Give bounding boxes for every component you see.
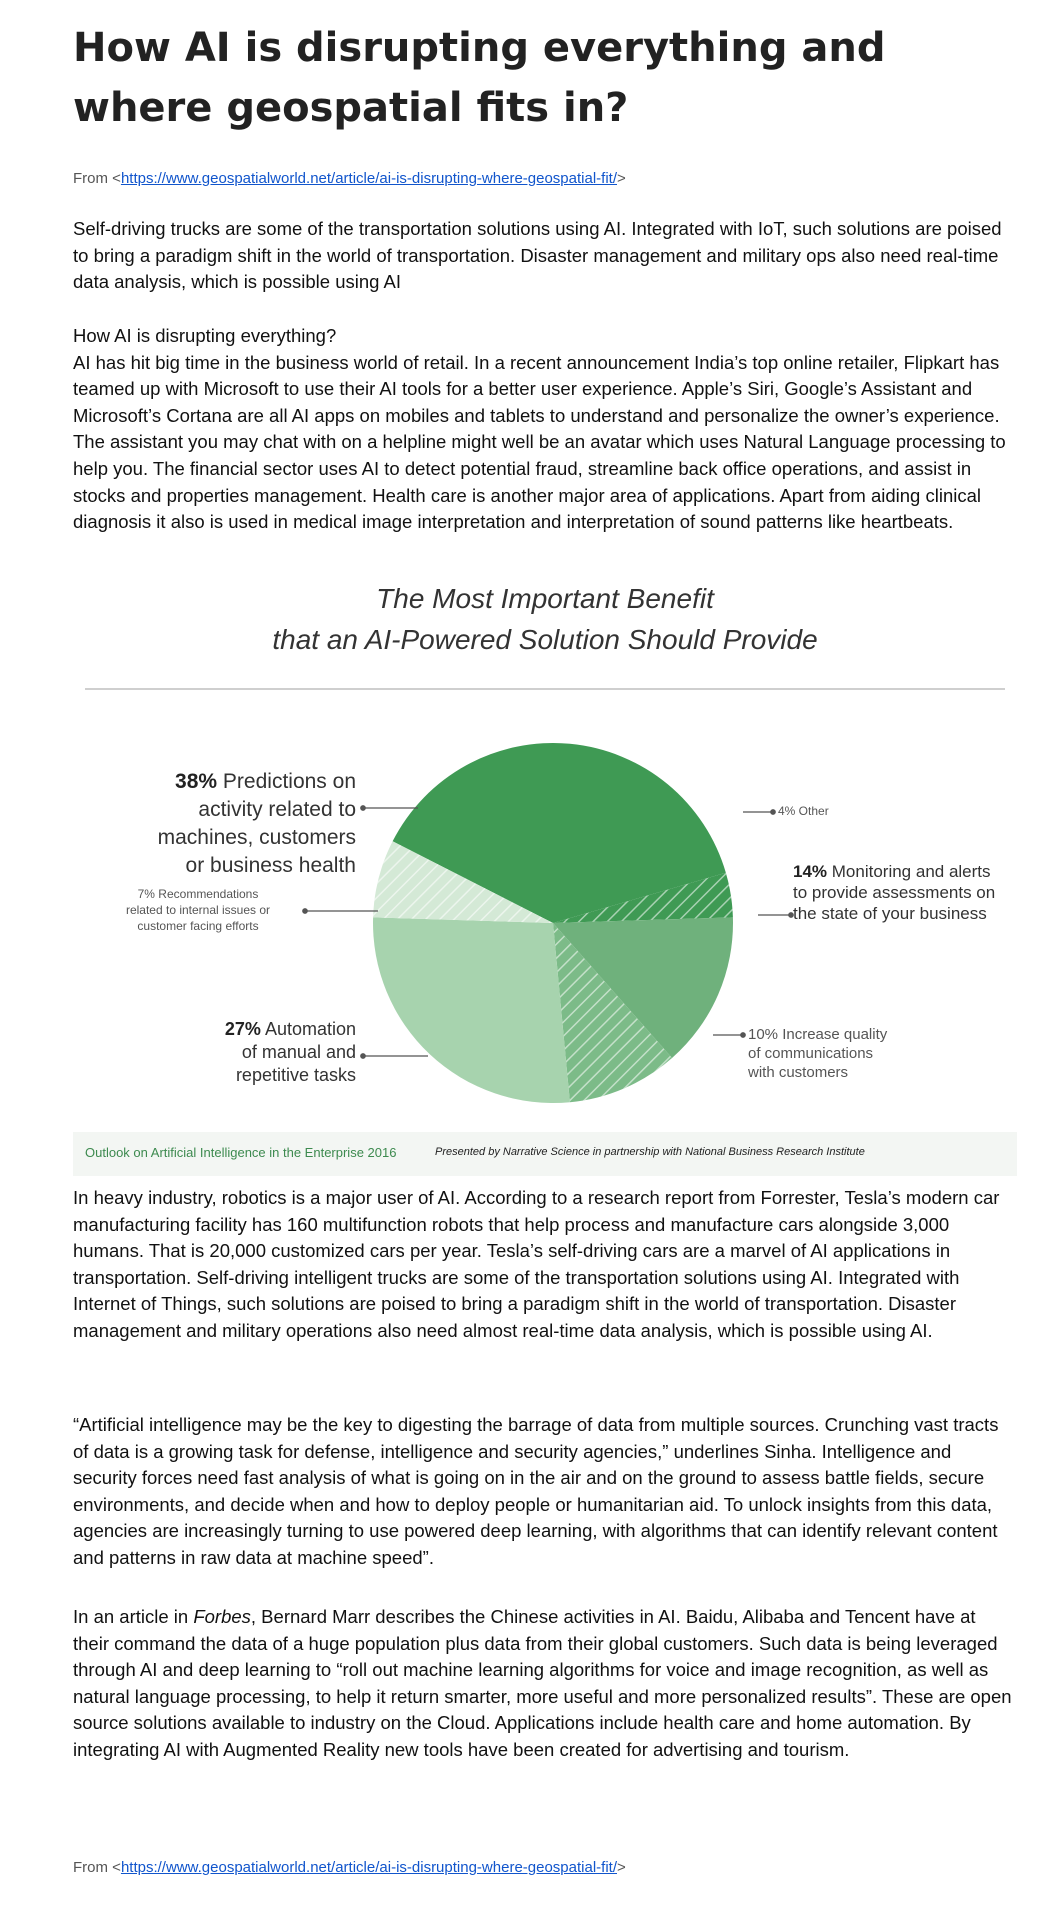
forbes-text: In an article in Forbes, Bernard Marr de… [73, 1604, 1013, 1764]
leader-predictions-dot [360, 805, 366, 811]
label-monitoring: 14% Monitoring and alerts to provide ass… [793, 861, 995, 924]
pie-slice-recommendations-hatch [373, 841, 553, 923]
leader-automation-dot [360, 1053, 366, 1059]
label-monitoring-l1: Monitoring and alerts [831, 862, 991, 881]
label-quality-l3: with customers [748, 1064, 849, 1081]
label-predictions-pct: 38% [175, 770, 218, 793]
leader-other-dot [770, 809, 776, 815]
chart-footer-bar [73, 1132, 1017, 1176]
industry-paragraph: In heavy industry, robotics is a major u… [73, 1185, 1013, 1345]
pie-chart [302, 743, 794, 1103]
chart-footer-credit: Presented by Narrative Science in partne… [435, 1146, 865, 1158]
quote-paragraph: “Artificial intelligence may be the key … [73, 1412, 1013, 1572]
label-predictions: 38% Predictions on activity related to m… [73, 768, 356, 880]
from-prefix: From < [73, 170, 121, 187]
pie-slice-monitoring [553, 917, 733, 1059]
label-monitoring-pct: 14% [793, 862, 828, 881]
from-prefix-bottom: From < [73, 1859, 121, 1876]
intro-text: Self-driving trucks are some of the tran… [73, 218, 1002, 293]
source-link-bottom[interactable]: https://www.geospatialworld.net/article/… [120, 1859, 617, 1876]
label-predictions-l4: or business health [185, 854, 356, 877]
label-automation-l1: Automation [264, 1019, 356, 1039]
chart-footer-source: Outlook on Artificial Intelligence in th… [85, 1145, 397, 1160]
label-recommendations: 7% Recommendations related to internal i… [103, 886, 293, 934]
label-other: 4% Other [778, 804, 829, 818]
label-monitoring-l3: the state of your business [793, 904, 987, 923]
label-automation-l3: repetitive tasks [235, 1065, 356, 1085]
section-disrupting: How AI is disrupting everything? AI has … [73, 323, 1013, 536]
label-recommendations-l3: customer facing efforts [137, 919, 259, 933]
label-predictions-l1: Predictions on [222, 770, 356, 793]
section-heading: How AI is disrupting everything? [73, 325, 337, 346]
source-line-top: From <https://www.geospatialworld.net/ar… [73, 170, 626, 187]
leader-quality-dot [740, 1032, 746, 1038]
label-recommendations-l2: related to internal issues or [125, 903, 271, 917]
section-body: AI has hit big time in the business worl… [73, 351, 1006, 533]
label-quality-l2: of communications [748, 1045, 874, 1062]
article-title: How AI is disrupting everything and wher… [73, 25, 886, 131]
label-monitoring-l2: to provide assessments on [793, 883, 996, 902]
industry-text: In heavy industry, robotics is a major u… [73, 1187, 1000, 1341]
label-quality: 10% Increase quality of communications w… [748, 1025, 887, 1082]
label-automation: 27% Automation of manual and repetitive … [73, 1018, 356, 1087]
label-automation-pct: 27% [224, 1019, 261, 1039]
forbes-name: Forbes [193, 1606, 251, 1627]
pie-slice-predictions [392, 743, 726, 923]
forbes-text-post: , Bernard Marr describes the Chinese act… [73, 1606, 1012, 1760]
label-predictions-l3: machines, customers [157, 826, 356, 849]
label-recommendations-l1: 7% Recommendations [137, 887, 259, 901]
chart-divider [85, 688, 1005, 690]
label-predictions-l2: activity related to [198, 798, 356, 821]
pie-slice-quality-hatch [553, 923, 673, 1103]
chart-title-line2: that an AI-Powered Solution Should Provi… [272, 624, 818, 655]
leader-recommendations-dot [302, 908, 308, 914]
benefit-chart-figure: The Most Important Benefit that an AI-Po… [73, 578, 1017, 1178]
label-automation-l2: of manual and [241, 1042, 356, 1062]
from-suffix: > [617, 170, 626, 187]
source-line-bottom: From <https://www.geospatialworld.net/ar… [73, 1859, 626, 1876]
chart-title-line1: The Most Important Benefit [376, 583, 714, 614]
leader-monitoring-dot [788, 912, 794, 918]
forbes-text-pre: In an article in [73, 1606, 194, 1627]
pie-slice-other-hatch [553, 872, 733, 923]
from-suffix-bottom: > [617, 1859, 626, 1876]
chart-title: The Most Important Benefit that an AI-Po… [73, 578, 1017, 660]
quote-text: “Artificial intelligence may be the key … [73, 1414, 999, 1568]
intro-paragraph: Self-driving trucks are some of the tran… [73, 216, 1013, 296]
source-link-top[interactable]: https://www.geospatialworld.net/article/… [120, 170, 617, 187]
pie-slice-automation [373, 917, 570, 1103]
label-quality-l1: 10% Increase quality [748, 1026, 888, 1043]
forbes-paragraph: In an article in Forbes, Bernard Marr de… [73, 1604, 1013, 1764]
